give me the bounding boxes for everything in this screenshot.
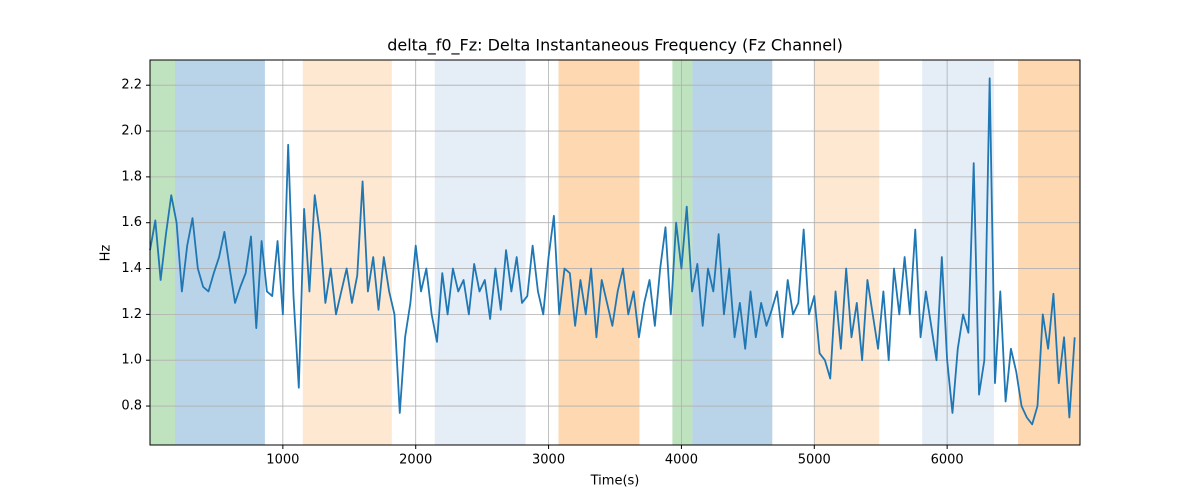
y-tick-label: 1.0 xyxy=(121,353,142,368)
shaded-span xyxy=(692,60,773,445)
y-tick-label: 1.6 xyxy=(121,215,142,230)
x-tick-label: 4000 xyxy=(665,453,698,468)
shaded-span xyxy=(558,60,640,445)
y-tick-label: 1.4 xyxy=(121,261,142,276)
x-tick-label: 6000 xyxy=(931,453,964,468)
chart-title: delta_f0_Fz: Delta Instantaneous Frequen… xyxy=(387,36,843,56)
shaded-span xyxy=(150,60,175,445)
x-axis-label: Time(s) xyxy=(590,474,640,489)
shaded-span xyxy=(922,60,995,445)
y-tick-label: 2.2 xyxy=(121,78,142,93)
shaded-span xyxy=(434,60,526,445)
x-tick-label: 2000 xyxy=(399,453,432,468)
shaded-span xyxy=(1018,60,1080,445)
shaded-span xyxy=(814,60,880,445)
plot-frame xyxy=(149,59,1081,446)
y-tick-label: 2.0 xyxy=(121,124,142,139)
y-axis-label: Hz xyxy=(99,245,114,262)
y-tick-label: 1.2 xyxy=(121,307,142,322)
y-tick-label: 1.8 xyxy=(121,169,142,184)
shaded-span xyxy=(302,60,392,445)
data-line xyxy=(149,77,1076,426)
x-tick-label: 3000 xyxy=(532,453,565,468)
x-tick-label: 1000 xyxy=(266,453,299,468)
x-tick-label: 5000 xyxy=(798,453,831,468)
y-tick-label: 0.8 xyxy=(121,399,142,414)
